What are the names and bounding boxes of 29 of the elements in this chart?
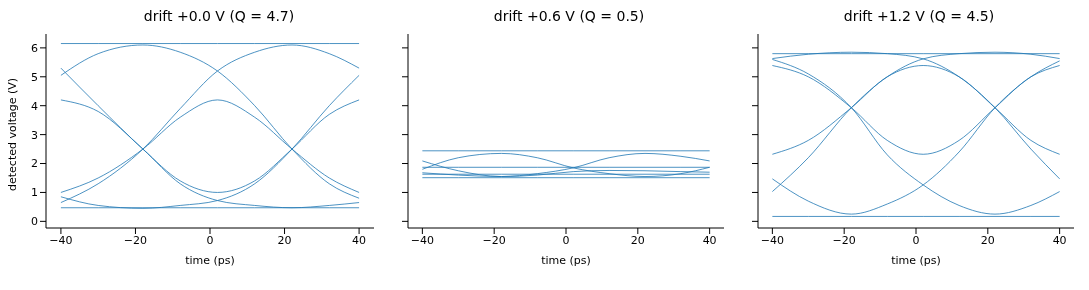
y-tick-label: 6 — [31, 41, 38, 55]
x-tick-label: 20 — [277, 233, 292, 247]
x-axis-title: time (ps) — [891, 254, 941, 267]
x-tick-label: 40 — [352, 233, 367, 247]
x-tick-label: −40 — [49, 233, 73, 247]
x-tick-label: −20 — [832, 233, 856, 247]
chart-title: drift +0.6 V (Q = 0.5) — [492, 8, 646, 26]
chart-title: drift +0.0 V (Q = 4.7) — [142, 8, 296, 26]
x-axis-title: time (ps) — [185, 254, 235, 267]
y-tick-label: 0 — [31, 215, 38, 229]
x-tick-label: −40 — [410, 233, 434, 247]
y-tick-label: 1 — [31, 186, 38, 200]
y-tick-label: 4 — [31, 99, 38, 113]
x-tick-label: 0 — [912, 233, 920, 247]
chart-title: drift +1.2 V (Q = 4.5) — [842, 8, 996, 26]
y-axis-title: detected voltage (V) — [5, 77, 19, 191]
y-tick-label: 2 — [31, 157, 38, 171]
x-tick-label: 20 — [980, 233, 995, 247]
x-tick-label: 0 — [206, 233, 214, 247]
y-tick-label: 3 — [31, 128, 38, 142]
y-tick-label: 5 — [31, 70, 38, 84]
x-tick-label: 40 — [1052, 233, 1067, 247]
x-axis-title: time (ps) — [541, 254, 591, 267]
x-tick-label: −40 — [760, 233, 784, 247]
x-tick-label: 40 — [702, 233, 717, 247]
x-tick-label: −20 — [123, 233, 148, 247]
x-tick-label: −20 — [482, 233, 506, 247]
x-tick-label: 20 — [630, 233, 645, 247]
x-tick-label: 0 — [562, 233, 570, 247]
